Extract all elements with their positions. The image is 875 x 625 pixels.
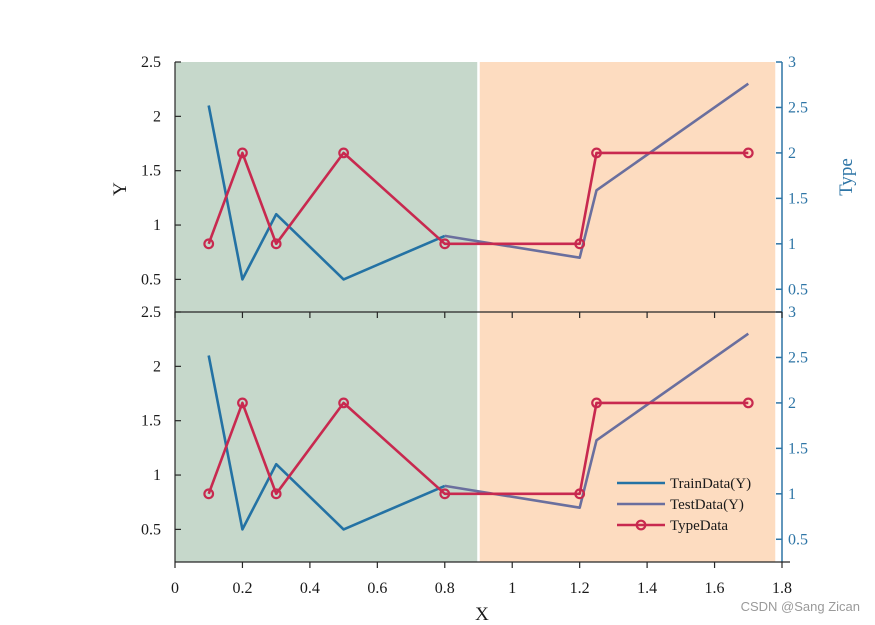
panel-2-y-tick-label: 1	[153, 467, 161, 484]
x-tick-label: 1.6	[705, 580, 725, 597]
panel-1-series-3-point	[270, 238, 282, 250]
legend-1-label: TrainData(Y)	[670, 476, 751, 492]
panel-1-y-tick-label: 2	[153, 108, 161, 125]
x-tick-label: 1	[508, 580, 516, 597]
panel-2-series-3-point	[237, 397, 248, 409]
x-tick-label: 1.8	[772, 580, 792, 597]
x-tick-label: 0.2	[232, 580, 252, 597]
panel-1-series-3-point	[591, 147, 602, 159]
panel-1-series-3-point	[574, 238, 586, 250]
panel-2-series-1-line	[207, 355, 446, 531]
panel-1-y-axis-title: Y	[110, 182, 131, 196]
x-tick-label: 1.4	[637, 580, 657, 597]
panel-1-region-2	[478, 62, 776, 312]
panel-1-series-3-line	[207, 151, 749, 246]
panel-1-region-1	[175, 62, 479, 312]
panel-1-right-tick-label: 0.5	[788, 281, 808, 298]
panel-2-y-tick-label: 1.5	[141, 413, 161, 430]
panel-2-right-tick-label: 2	[788, 395, 796, 412]
panel-2-right-tick-label: 0.5	[788, 531, 808, 548]
panel-2-series-2-line	[444, 332, 750, 510]
panel-1-right-tick-label: 2.5	[788, 99, 808, 116]
panel-2-series-3-point	[203, 488, 215, 500]
panel-1-series-3-point	[338, 147, 350, 159]
panel-1-series-1-line	[207, 105, 446, 281]
panel-1-y-tick-label: 2.5	[141, 54, 161, 71]
x-axis-title: X	[475, 604, 489, 625]
panel-2-y-tick-label: 2.5	[141, 304, 161, 321]
panel-1-series-3-point	[439, 238, 451, 250]
panel-2-series-3-point	[742, 397, 754, 409]
panel-1-right-tick-label: 1	[788, 236, 796, 253]
panel-2-y-tick-label: 2	[153, 358, 161, 375]
panel-2-series-3-point	[591, 397, 602, 409]
panel-1-right-tick-label: 1.5	[788, 190, 808, 207]
panel-2-region-1	[175, 312, 479, 562]
x-tick-label: 0.6	[367, 580, 387, 597]
panel-2-right-tick-label: 2.5	[788, 349, 808, 366]
watermark-text: CSDN @Sang Zican	[741, 599, 860, 614]
panel-2-right-tick-label: 1	[788, 486, 796, 503]
x-tick-label: 0	[171, 580, 179, 597]
panel-2-series-3-point	[439, 488, 451, 500]
panel-2-series-3-point	[574, 488, 586, 500]
legend-3-marker	[635, 519, 647, 531]
panel-1-right-axis-title: Type	[836, 158, 857, 196]
panel-2-series-3-point	[270, 488, 282, 500]
panel-1-right-tick-label: 3	[788, 54, 796, 71]
panel-1-series-2-line	[444, 82, 750, 260]
panel-2-series-3-line	[207, 401, 749, 496]
panel-1-series-3-point	[742, 147, 754, 159]
x-tick-label: 0.4	[300, 580, 320, 597]
legend-3-label: TypeData	[670, 518, 728, 534]
legend-2-label: TestData(Y)	[670, 497, 744, 513]
x-tick-label: 0.8	[435, 580, 455, 597]
panel-1-y-tick-label: 0.5	[141, 271, 161, 288]
panel-2-right-tick-label: 1.5	[788, 440, 808, 457]
panel-2-y-tick-label: 0.5	[141, 521, 161, 538]
panel-1-y-tick-label: 1.5	[141, 163, 161, 180]
panel-2-series-3-point	[338, 397, 350, 409]
panel-2-right-tick-label: 3	[788, 304, 796, 321]
panel-1-series-3-point	[203, 238, 215, 250]
panel-1-right-tick-label: 2	[788, 145, 796, 162]
panel-1-series-3-point	[237, 147, 248, 159]
x-tick-label: 1.2	[570, 580, 590, 597]
panel-2-region-2	[478, 312, 776, 562]
panel-1-y-tick-label: 1	[153, 217, 161, 234]
